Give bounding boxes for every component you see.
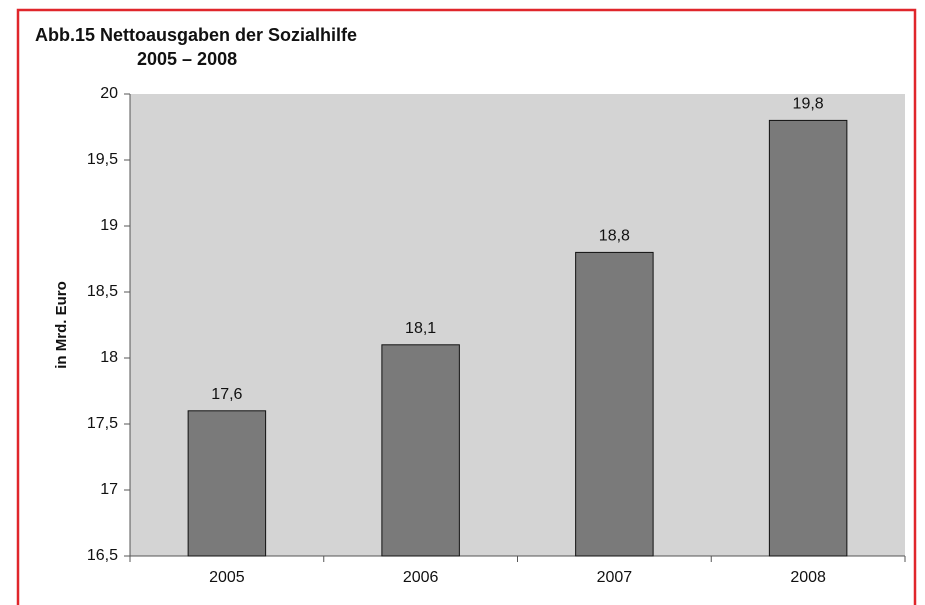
- chart-subtitle: 2005 – 2008: [137, 49, 237, 69]
- y-tick-label: 18,5: [87, 283, 118, 300]
- y-tick-label: 16,5: [87, 547, 118, 564]
- y-axis-label: in Mrd. Euro: [53, 281, 70, 369]
- y-tick-label: 19: [100, 217, 118, 234]
- data-label: 17,6: [211, 386, 242, 403]
- y-tick-label: 17: [100, 481, 118, 498]
- x-tick-label: 2007: [597, 569, 633, 586]
- bar: [187, 410, 267, 557]
- bar: [381, 344, 460, 557]
- x-tick-label: 2006: [403, 569, 439, 586]
- data-label: 18,1: [405, 320, 436, 337]
- y-tick-label: 20: [100, 85, 118, 102]
- y-tick-label: 18: [100, 349, 118, 366]
- y-tick-label: 19,5: [87, 151, 118, 168]
- x-tick-label: 2005: [209, 569, 245, 586]
- data-label: 18,8: [599, 228, 630, 245]
- chart-title: Abb.15 Nettoausgaben der Sozialhilfe: [35, 25, 357, 45]
- bar: [575, 251, 654, 557]
- y-tick-label: 17,5: [87, 415, 118, 432]
- bar: [768, 119, 848, 557]
- x-tick-label: 2008: [790, 569, 826, 586]
- frame: [16, 8, 917, 605]
- data-label: 19,8: [793, 96, 824, 113]
